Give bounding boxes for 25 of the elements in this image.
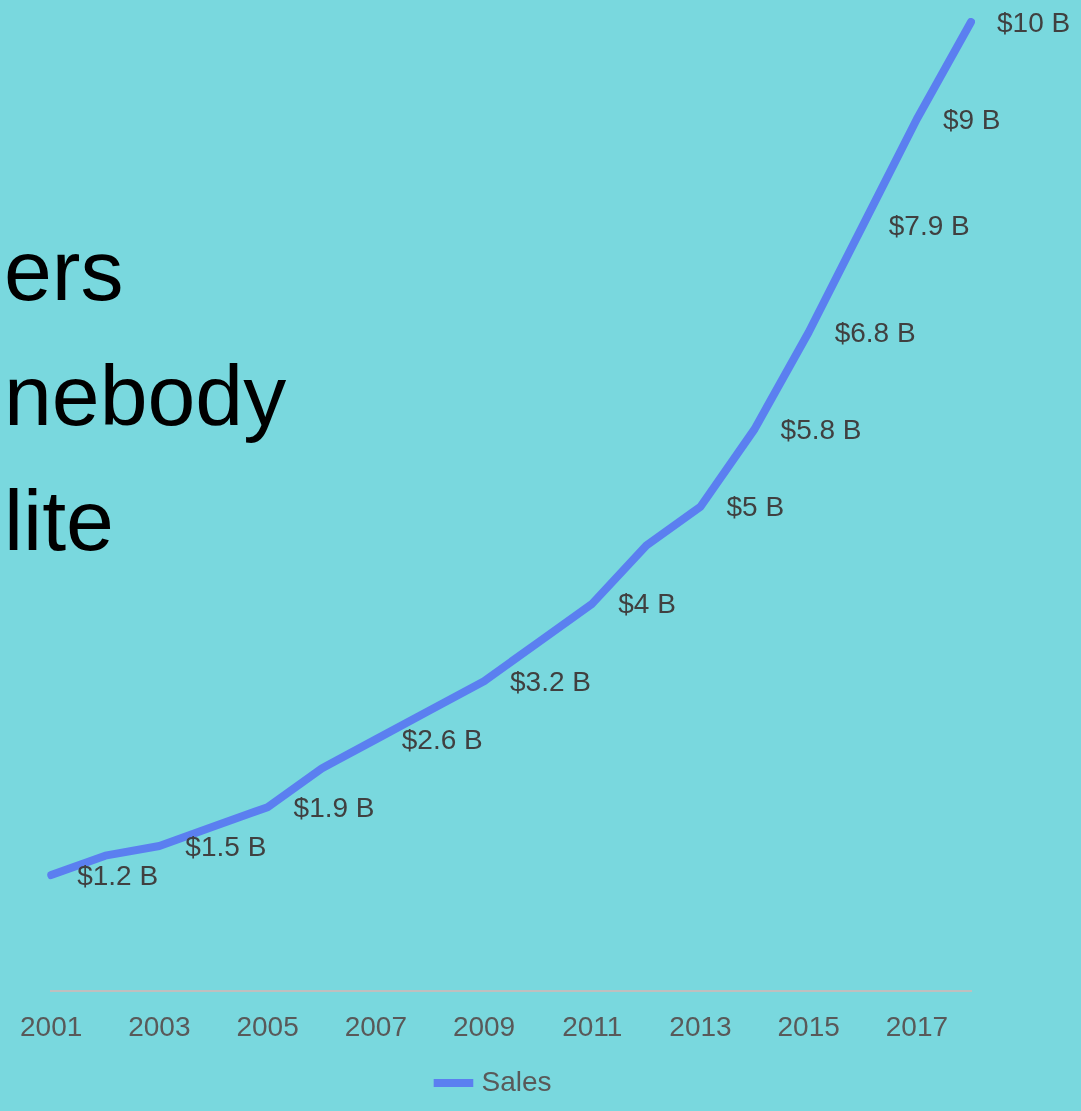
data-label: $3.2 B [510, 665, 591, 697]
data-label: $2.6 B [401, 724, 483, 756]
data-label: $5 B [726, 491, 785, 523]
data-label: $6.8 B [834, 316, 916, 348]
legend-label: Sales [481, 1065, 552, 1097]
x-tick-label: 2005 [236, 1010, 299, 1042]
data-label: $1.9 B [293, 791, 375, 823]
x-tick-label: 2011 [562, 1010, 623, 1042]
annotation: ers [4, 222, 124, 318]
data-label: $5.8 B [780, 413, 862, 445]
data-label: $9 B [942, 103, 1001, 135]
data-label: $1.5 B [185, 830, 267, 862]
annotation: nebody [4, 347, 287, 443]
x-tick-label: 2007 [344, 1010, 407, 1042]
annotation: lite [4, 472, 114, 568]
x-tick-label: 2009 [452, 1010, 516, 1042]
data-label: $7.9 B [888, 210, 970, 242]
data-label: $10 B [997, 6, 1071, 38]
data-label: $4 B [618, 588, 676, 620]
x-tick-label: 2015 [777, 1010, 840, 1042]
x-tick-label: 2013 [669, 1010, 732, 1042]
x-tick-label: 2003 [128, 1010, 191, 1042]
x-tick-label: 2017 [885, 1010, 949, 1042]
data-label: $1.2 B [77, 859, 159, 891]
x-tick-label: 2001 [20, 1010, 83, 1042]
